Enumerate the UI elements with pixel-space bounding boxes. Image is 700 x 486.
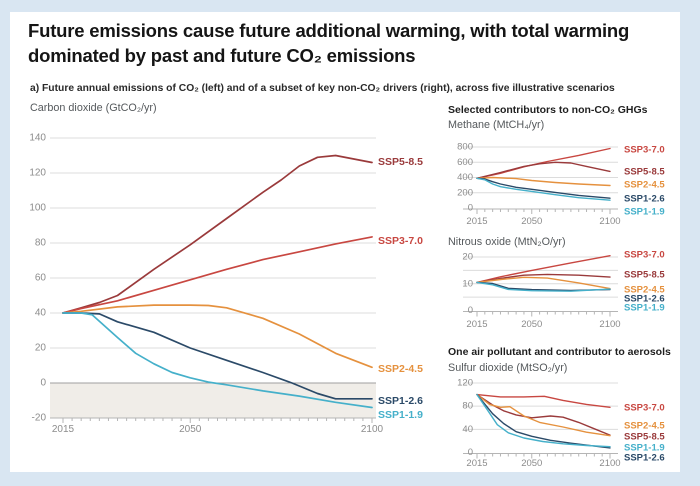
- y-tick-label: 60: [35, 273, 47, 284]
- co2-emissions-chart: 140 120 100 80 60 40 20 0 -20 2015 2050 2100 SSP5-8.…: [29, 133, 423, 436]
- series-label-SSP1-1.9: SSP1-1.9: [378, 409, 423, 421]
- series-line-SSP5-8.5: [476, 273, 611, 284]
- series-label-SSP1-1.9: SSP1-1.9: [624, 303, 665, 314]
- y-tick-label: 100: [29, 203, 46, 214]
- y-tick-label: 0: [468, 447, 473, 458]
- y-tick-label: 120: [29, 168, 46, 179]
- y-tick-label: 400: [457, 172, 473, 183]
- series-line-SSP2-4.5: [476, 276, 611, 290]
- series-label-SSP2-4.5: SSP2-4.5: [624, 285, 665, 296]
- non-co2-section-header: Selected contributors to non-CO₂ GHGs: [448, 104, 648, 116]
- y-tick-label: 120: [457, 378, 473, 389]
- y-tick-label: 40: [462, 424, 473, 435]
- series-line-SSP1-1.9: [476, 281, 611, 292]
- figure-title: Future emissions cause future additional…: [28, 20, 630, 66]
- series-label-SSP3-7.0: SSP3-7.0: [624, 403, 665, 414]
- x-tick-label: 2050: [179, 424, 202, 435]
- series-line-SSP1-2.6: [476, 393, 611, 449]
- x-tick-label: 2100: [599, 319, 620, 330]
- x-tick-label: 2050: [521, 458, 542, 469]
- series-label-SSP1-1.9: SSP1-1.9: [624, 443, 665, 454]
- x-tick-label: 2015: [466, 319, 487, 330]
- series-label-SSP2-4.5: SSP2-4.5: [624, 421, 665, 432]
- y-tick-label: 20: [462, 252, 473, 263]
- x-tick-label: 2050: [521, 319, 542, 330]
- series-line-SSP5-8.5: [62, 154, 373, 314]
- y-tick-label: 80: [35, 238, 47, 249]
- y-tick-label: 10: [462, 278, 473, 289]
- sulfur-dioxide-chart-title: Sulfur dioxide (MtSO₂/yr): [448, 362, 568, 374]
- series-label-SSP5-8.5: SSP5-8.5: [624, 432, 665, 443]
- series-line-SSP2-4.5: [476, 393, 611, 437]
- figure-card: Future emissions cause future additional…: [10, 12, 680, 472]
- series-label-SSP3-7.0: SSP3-7.0: [624, 250, 665, 261]
- methane-chart: 800 600 400 200 0 2015 2050 2100 SSP3-7.0 SSP5-8.…: [457, 142, 665, 228]
- series-label-SSP1-2.6: SSP1-2.6: [624, 294, 665, 305]
- aerosol-section-header: One air pollutant and contributor to aer…: [448, 346, 671, 358]
- series-label-SSP2-4.5: SSP2-4.5: [378, 363, 423, 375]
- series-label-SSP5-8.5: SSP5-8.5: [624, 270, 665, 281]
- y-tick-label: 600: [457, 157, 473, 168]
- series-line-SSP3-7.0: [476, 393, 611, 408]
- series-label-SSP1-2.6: SSP1-2.6: [624, 194, 665, 205]
- y-tick-label: 140: [29, 133, 46, 144]
- x-tick-label: 2015: [52, 424, 75, 435]
- x-tick-label: 2015: [466, 216, 487, 227]
- series-line-SSP3-7.0: [62, 236, 373, 314]
- series-line-SSP1-1.9: [476, 393, 611, 448]
- series-line-SSP3-7.0: [476, 254, 611, 284]
- series-label-SSP1-1.9: SSP1-1.9: [624, 207, 665, 218]
- y-tick-label: 20: [35, 343, 47, 354]
- y-tick-label: 40: [35, 308, 47, 319]
- series-label-SSP1-2.6: SSP1-2.6: [624, 453, 665, 464]
- nitrous-oxide-chart-title: Nitrous oxide (MtN₂O/yr): [448, 236, 566, 248]
- series-label-SSP1-2.6: SSP1-2.6: [378, 395, 423, 407]
- series-line-SSP5-8.5: [476, 393, 611, 436]
- series-label-SSP5-8.5: SSP5-8.5: [378, 156, 423, 168]
- y-tick-label: 0: [468, 305, 473, 316]
- y-tick-label: 200: [457, 187, 473, 198]
- x-tick-label: 2050: [521, 216, 542, 227]
- x-tick-label: 2100: [599, 216, 620, 227]
- y-tick-label: 0: [468, 203, 473, 214]
- y-tick-label: -20: [32, 413, 47, 424]
- series-line-SSP2-4.5: [62, 304, 373, 369]
- x-tick-label: 2015: [466, 458, 487, 469]
- co2-chart-title: Carbon dioxide (GtCO₂/yr): [30, 102, 157, 114]
- series-line-SSP1-2.6: [476, 177, 611, 199]
- series-label-SSP2-4.5: SSP2-4.5: [624, 180, 665, 191]
- x-tick-label: 2100: [361, 424, 384, 435]
- series-line-SSP5-8.5: [476, 161, 611, 179]
- series-label-SSP3-7.0: SSP3-7.0: [378, 235, 423, 247]
- panel-a-caption: a) Future annual emissions of CO₂ (left)…: [30, 83, 615, 94]
- series-line-SSP2-4.5: [476, 176, 611, 187]
- series-line-SSP1-1.9: [476, 177, 611, 201]
- series-label-SSP3-7.0: SSP3-7.0: [624, 145, 665, 156]
- methane-chart-title: Methane (MtCH₄/yr): [448, 119, 545, 131]
- x-tick-label: 2100: [599, 458, 620, 469]
- y-tick-label: 0: [40, 378, 46, 389]
- series-line-SSP1-2.6: [62, 312, 373, 400]
- series-label-SSP5-8.5: SSP5-8.5: [624, 167, 665, 178]
- y-tick-label: 800: [457, 142, 473, 153]
- nitrous-oxide-chart: 20 10 0 2015 2050 2100 SSP3-7.0 SSP5-8.5 SSP2-4.…: [462, 250, 665, 330]
- series-line-SSP1-1.9: [62, 312, 373, 409]
- y-tick-label: 80: [462, 401, 473, 412]
